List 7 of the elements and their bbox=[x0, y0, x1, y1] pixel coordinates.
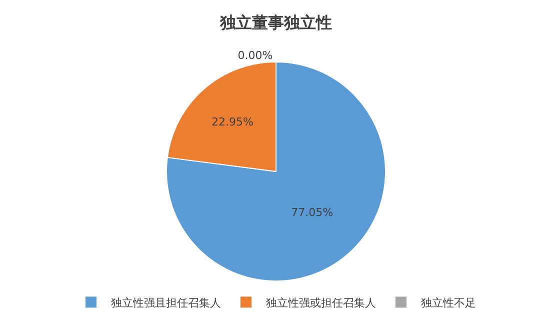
chart-title: 独立董事独立性 bbox=[219, 12, 332, 32]
text: 0.00% bbox=[238, 49, 273, 62]
legend-label: 独立性强或担任召集人 bbox=[266, 296, 376, 310]
data-label: 22.95% bbox=[211, 115, 254, 128]
legend-label: 独立性不足 bbox=[421, 296, 476, 310]
legend-label: 独立性强且担任召集人 bbox=[111, 296, 221, 310]
data-label: 77.05% bbox=[291, 206, 334, 220]
